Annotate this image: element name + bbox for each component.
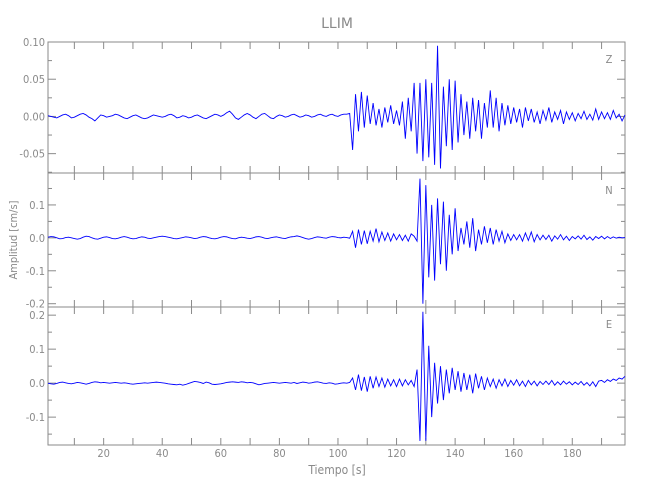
x-tick-label: 100 xyxy=(329,447,348,460)
panel-frame xyxy=(47,306,626,446)
series-line-z xyxy=(47,45,626,169)
component-label: E xyxy=(606,318,612,331)
x-tick-label: 140 xyxy=(446,447,465,460)
y-tick-label: 0.00 xyxy=(23,110,45,123)
chart-title: LLIM xyxy=(321,16,353,32)
x-tick-label: 20 xyxy=(97,447,110,460)
panel-z: -0.05 0.00 0.05 0.10 Z xyxy=(19,36,626,174)
y-tick-label: 0.10 xyxy=(23,36,45,49)
y-tick-label: -0.1 xyxy=(26,411,45,424)
panel-frame xyxy=(47,41,626,174)
series-line-n xyxy=(47,178,626,304)
x-tick-label: 40 xyxy=(156,447,169,460)
y-tick-label: 0.05 xyxy=(23,73,45,86)
x-tick-label: 80 xyxy=(273,447,286,460)
x-axis-label: Tiempo [s] xyxy=(307,463,365,477)
y-tick-label: 0.0 xyxy=(29,232,45,245)
x-tick-label: 120 xyxy=(387,447,406,460)
y-tick-label: 0.1 xyxy=(29,199,45,212)
y-tick-label: 0.0 xyxy=(29,377,45,390)
series-line-e xyxy=(47,311,626,441)
panel-e: -0.1 0.0 0.1 0.2 E xyxy=(26,306,626,446)
panel-frame xyxy=(47,172,626,308)
y-axis-label: Amplitud [cm/s] xyxy=(7,200,20,279)
y-tick-label: -0.1 xyxy=(26,265,45,278)
y-tick-label: 0.1 xyxy=(29,343,45,356)
panel-n: -0.2 -0.1 0.0 0.1 N xyxy=(26,172,626,311)
y-tick-label: 0.2 xyxy=(29,309,45,322)
x-tick-label: 160 xyxy=(504,447,523,460)
component-label: N xyxy=(605,184,612,197)
y-tick-label: -0.2 xyxy=(26,298,45,311)
x-tick-label: 180 xyxy=(563,447,582,460)
component-label: Z xyxy=(606,53,613,66)
panels: -0.05 0.00 0.05 0.10 Z -0.2 -0.1 0.0 0.1 N -0.1 0.0… xyxy=(19,36,626,460)
x-tick-label: 60 xyxy=(215,447,228,460)
y-tick-label: -0.05 xyxy=(19,148,45,161)
